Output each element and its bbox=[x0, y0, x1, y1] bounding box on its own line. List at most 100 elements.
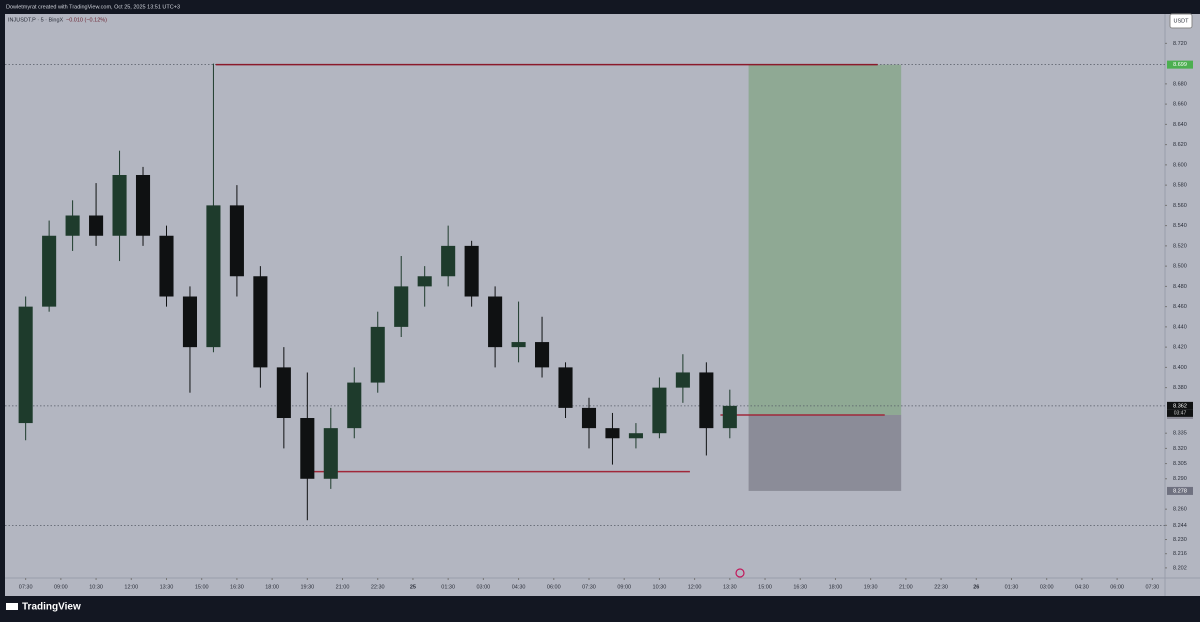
candle-body bbox=[229, 205, 244, 277]
x-tick-label: 07:30 bbox=[19, 584, 33, 590]
candle-body bbox=[159, 235, 174, 297]
stop-label: 8.278 bbox=[1173, 488, 1187, 494]
y-tick-label: 8.202 bbox=[1173, 565, 1187, 571]
x-tick-label: 03:00 bbox=[476, 584, 490, 590]
x-tick-label: 16:30 bbox=[230, 584, 244, 590]
y-tick-label: 8.320 bbox=[1173, 446, 1187, 452]
candle-body bbox=[300, 418, 315, 479]
countdown: 03:47 bbox=[1174, 411, 1187, 417]
y-tick-label: 8.620 bbox=[1173, 142, 1187, 148]
candle-body bbox=[89, 215, 104, 236]
y-tick-label: 8.380 bbox=[1173, 385, 1187, 391]
candle-body bbox=[652, 387, 667, 434]
logo-mark bbox=[6, 603, 18, 610]
y-tick-label: 8.244 bbox=[1173, 523, 1187, 529]
candle-body bbox=[394, 286, 409, 327]
candle-body bbox=[276, 367, 291, 419]
candle-body bbox=[464, 245, 479, 297]
y-tick-label: 8.305 bbox=[1173, 461, 1187, 467]
brand: TradingView bbox=[22, 602, 81, 613]
y-tick-label: 8.335 bbox=[1173, 431, 1187, 437]
y-tick-label: 8.420 bbox=[1173, 345, 1187, 351]
candle-body bbox=[42, 235, 57, 307]
y-tick-label: 8.480 bbox=[1173, 284, 1187, 290]
x-tick-label: 06:00 bbox=[1110, 584, 1124, 590]
x-tick-label: 12:00 bbox=[124, 584, 138, 590]
profit-zone bbox=[748, 64, 902, 415]
x-tick-label: 22:30 bbox=[934, 584, 948, 590]
candle-body bbox=[112, 174, 127, 236]
x-tick-label: 06:00 bbox=[547, 584, 561, 590]
x-tick-label: 09:00 bbox=[54, 584, 68, 590]
candle-body bbox=[535, 342, 550, 368]
countdown-bg bbox=[1167, 409, 1193, 417]
x-tick-label: 09:00 bbox=[617, 584, 631, 590]
y-tick-label: 8.520 bbox=[1173, 243, 1187, 249]
x-tick-label: 18:00 bbox=[829, 584, 843, 590]
x-tick-label: 07:30 bbox=[582, 584, 596, 590]
y-tick-label: 8.290 bbox=[1173, 476, 1187, 482]
chart-bg bbox=[5, 14, 1200, 596]
x-tick-label: 03:00 bbox=[1040, 584, 1054, 590]
x-tick-label: 15:00 bbox=[758, 584, 772, 590]
y-tick-label: 8.400 bbox=[1173, 365, 1187, 371]
y-tick-label: 8.580 bbox=[1173, 183, 1187, 189]
x-tick-label: 16:30 bbox=[793, 584, 807, 590]
x-tick-label: 04:30 bbox=[1075, 584, 1089, 590]
candle-body bbox=[581, 407, 597, 429]
candle-body bbox=[206, 205, 221, 348]
x-tick-label: 21:00 bbox=[899, 584, 913, 590]
candle-body bbox=[18, 306, 33, 424]
candle-body bbox=[558, 367, 573, 408]
x-tick-label: 25 bbox=[410, 584, 416, 590]
loss-zone bbox=[748, 414, 902, 491]
x-tick-label: 10:30 bbox=[89, 584, 103, 590]
candle-body bbox=[628, 433, 643, 439]
x-tick-label: 12:00 bbox=[688, 584, 702, 590]
x-tick-label: 04:30 bbox=[512, 584, 526, 590]
candle-body bbox=[182, 296, 198, 348]
y-tick-label: 8.720 bbox=[1173, 41, 1187, 47]
event-icon[interactable] bbox=[735, 568, 745, 578]
y-tick-label: 8.600 bbox=[1173, 162, 1187, 168]
y-tick-label: 8.500 bbox=[1173, 264, 1187, 270]
candle-body bbox=[323, 428, 338, 479]
currency-button[interactable] bbox=[1169, 13, 1193, 29]
x-tick-label: 13:30 bbox=[723, 584, 737, 590]
credit: Dowletmyrat created with TradingView.com… bbox=[6, 4, 180, 10]
candle-body bbox=[65, 215, 80, 236]
x-tick-label: 15:00 bbox=[195, 584, 209, 590]
candle-body bbox=[488, 296, 503, 348]
currency-label: USDT bbox=[1174, 18, 1190, 24]
last-price-label: 8.362 bbox=[1173, 403, 1187, 409]
y-tick-label: 8.460 bbox=[1173, 304, 1187, 310]
y-tick-label: 8.680 bbox=[1173, 81, 1187, 87]
x-tick-label: 22:30 bbox=[371, 584, 385, 590]
last-price-label-bg bbox=[1167, 401, 1193, 410]
x-tick-label: 19:30 bbox=[300, 584, 314, 590]
candle-body bbox=[675, 372, 690, 388]
y-tick-label: 8.640 bbox=[1173, 122, 1187, 128]
y-tick-label: 8.260 bbox=[1173, 507, 1187, 513]
x-tick-label: 01:30 bbox=[441, 584, 455, 590]
symbol: INJUSDT.P · 5 · BingX bbox=[8, 17, 64, 23]
candle-body bbox=[605, 428, 620, 439]
y-tick-label: 8.440 bbox=[1173, 324, 1187, 330]
logo: TradingView bbox=[6, 602, 81, 613]
x-tick-label: 21:00 bbox=[336, 584, 350, 590]
candle-body bbox=[370, 326, 385, 383]
change: −0.010 (−0.12%) bbox=[66, 17, 107, 23]
candle-body bbox=[722, 405, 737, 429]
x-tick-label: 13:30 bbox=[160, 584, 174, 590]
candle-body bbox=[347, 382, 362, 429]
candle-body bbox=[253, 276, 268, 368]
x-tick-label: 10:30 bbox=[653, 584, 667, 590]
x-tick-label: 01:30 bbox=[1005, 584, 1019, 590]
y-tick-label: 8.560 bbox=[1173, 203, 1187, 209]
y-tick-label: 8.540 bbox=[1173, 223, 1187, 229]
x-tick-label: 19:30 bbox=[864, 584, 878, 590]
target-label-bg bbox=[1167, 60, 1193, 69]
candle-body bbox=[417, 276, 432, 287]
